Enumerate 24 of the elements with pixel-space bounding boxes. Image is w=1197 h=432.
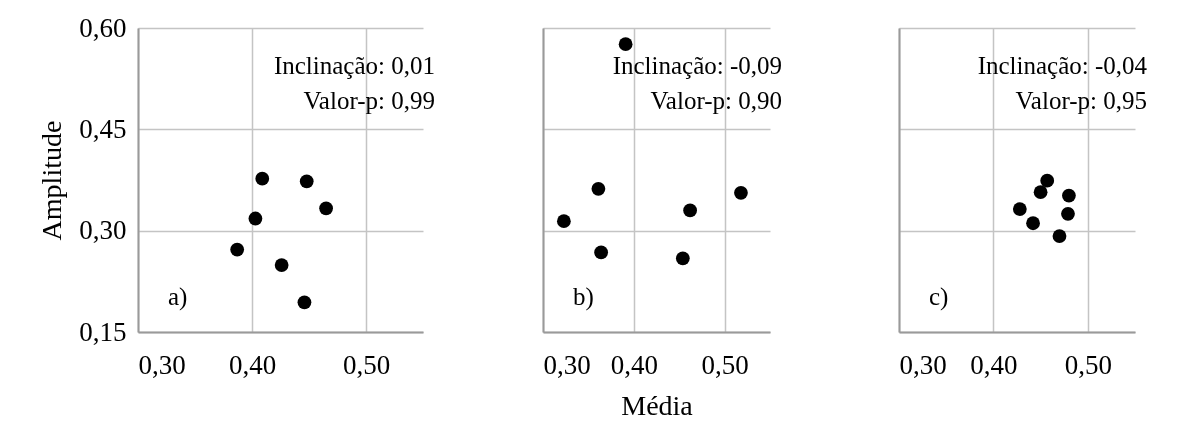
y-tick-label: 0,15 (79, 316, 127, 347)
x-axis-title: Média (621, 389, 694, 421)
y-tick-label: 0,45 (79, 113, 127, 144)
y-tick-label: 0,60 (79, 12, 127, 43)
y-axis-title: Amplitude (36, 120, 68, 241)
annotation: Valor-p: 0,95 (1015, 87, 1147, 114)
annotation: Inclinação: -0,04 (977, 52, 1148, 79)
x-tick-label: 0,30 (543, 349, 591, 380)
annotation: Inclinação: 0,01 (273, 52, 435, 79)
annotation: b) (573, 283, 594, 311)
x-tick-label: 0,50 (701, 349, 749, 380)
annotation: Valor-p: 0,90 (650, 87, 782, 114)
x-tick-label: 0,40 (610, 349, 658, 380)
annotation: a) (168, 283, 188, 311)
y-tick-label: 0,30 (79, 215, 127, 246)
annotation: Valor-p: 0,99 (303, 87, 435, 114)
x-tick-label: 0,40 (970, 349, 1018, 380)
x-tick-label: 0,50 (342, 349, 391, 380)
annotation: c) (929, 283, 949, 311)
x-tick-label: 0,30 (899, 349, 947, 380)
x-tick-label: 0,40 (228, 349, 277, 380)
annotation: Inclinação: -0,09 (612, 52, 782, 79)
x-tick-label: 0,30 (138, 349, 186, 380)
x-tick-label: 0,50 (1064, 349, 1112, 380)
